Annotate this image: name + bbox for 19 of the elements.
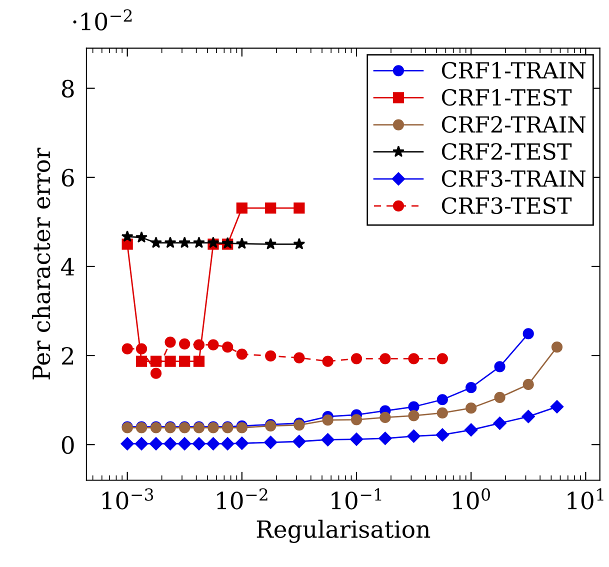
x-tick-label: 10$^{−1}$ [332,488,382,510]
text: ·10$^{−2}$ [73,9,132,30]
legend-label: CRF3-TEST [442,197,572,214]
legend-label: CRF2-TEST [442,143,572,160]
x-tick-label: 10$^{−3}$ [102,488,154,510]
legend-label: CRF1-TRAIN [442,62,586,79]
y-tick-label: 6 [62,168,74,187]
y-tick-label: 0 [62,436,74,454]
y-tick-label: 4 [61,258,74,276]
x-tick-label: 10$^{−2}$ [217,488,268,510]
y-tick-label: 8 [62,80,74,98]
x-tick-label: 10$^{0}$ [453,488,490,510]
x-tick-label: 10$^{1}$ [568,488,604,510]
legend-label: CRF3-TRAIN [442,170,586,187]
y-tick-label: 2 [62,346,74,365]
legend-label: CRF1-TEST [442,88,572,106]
legend-label: CRF2-TRAIN [442,116,586,133]
y-axis-title: Per character error [32,148,50,380]
x-axis-title: Regularisation [256,520,430,543]
